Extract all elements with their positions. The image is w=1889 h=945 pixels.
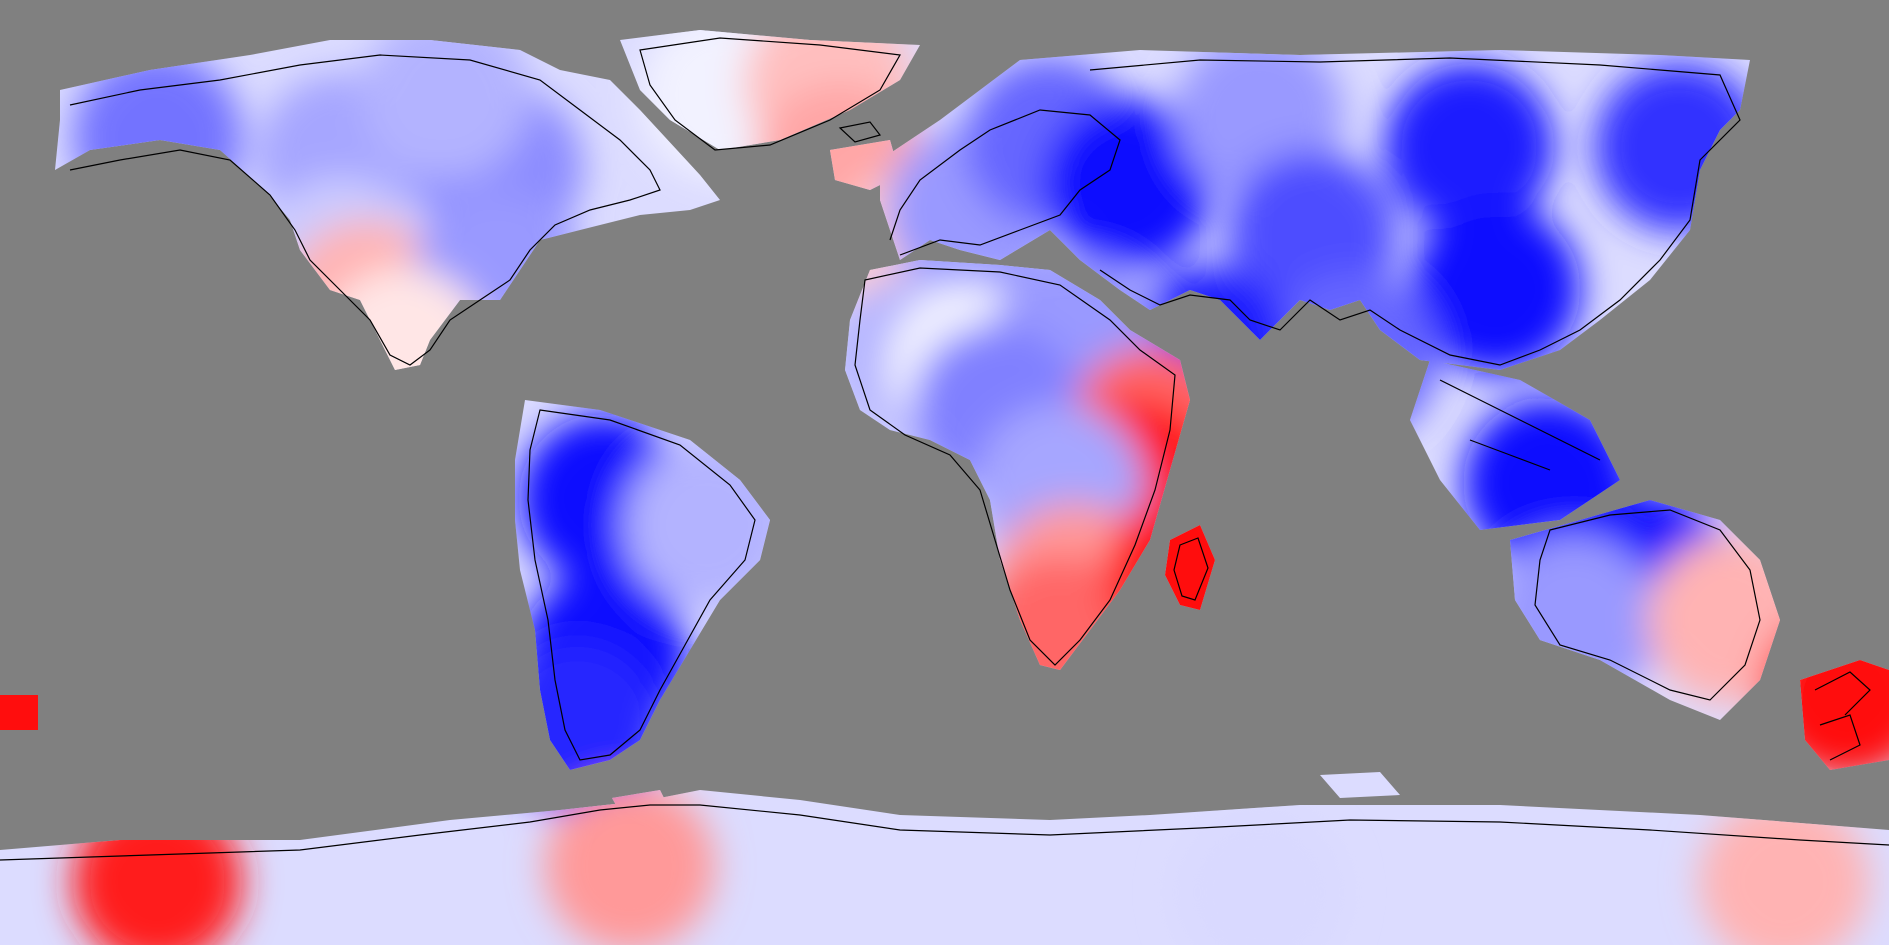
coastline-europe (889, 109, 1121, 256)
anomaly-cell-antarctica-peninsula (544, 781, 715, 945)
coastline-africa (854, 267, 1176, 666)
anomaly-cell-canadian-arctic (361, 30, 531, 180)
coastlines (0, 37, 1889, 861)
coastline-north-america (69, 54, 661, 366)
coastline-new-zealand (1814, 671, 1871, 761)
coastline-iceland (838, 121, 882, 143)
coastline-asia (1089, 57, 1741, 366)
anomaly-cell-europe-east (1043, 98, 1214, 269)
coastline-australia (1534, 509, 1761, 701)
coastline-indonesia (1439, 379, 1601, 471)
anomaly-cell-siberia (1384, 62, 1555, 232)
anomaly-cell-antarctica-ross (1699, 797, 1870, 945)
anomaly-cell-antarctica-east (1174, 807, 1345, 945)
coastline-south-america (527, 409, 756, 761)
coastline-antarctica (0, 804, 1889, 861)
coastline-madagascar (1173, 537, 1209, 601)
coastline-greenland (639, 37, 901, 151)
anomaly-cell-china (1410, 203, 1581, 374)
